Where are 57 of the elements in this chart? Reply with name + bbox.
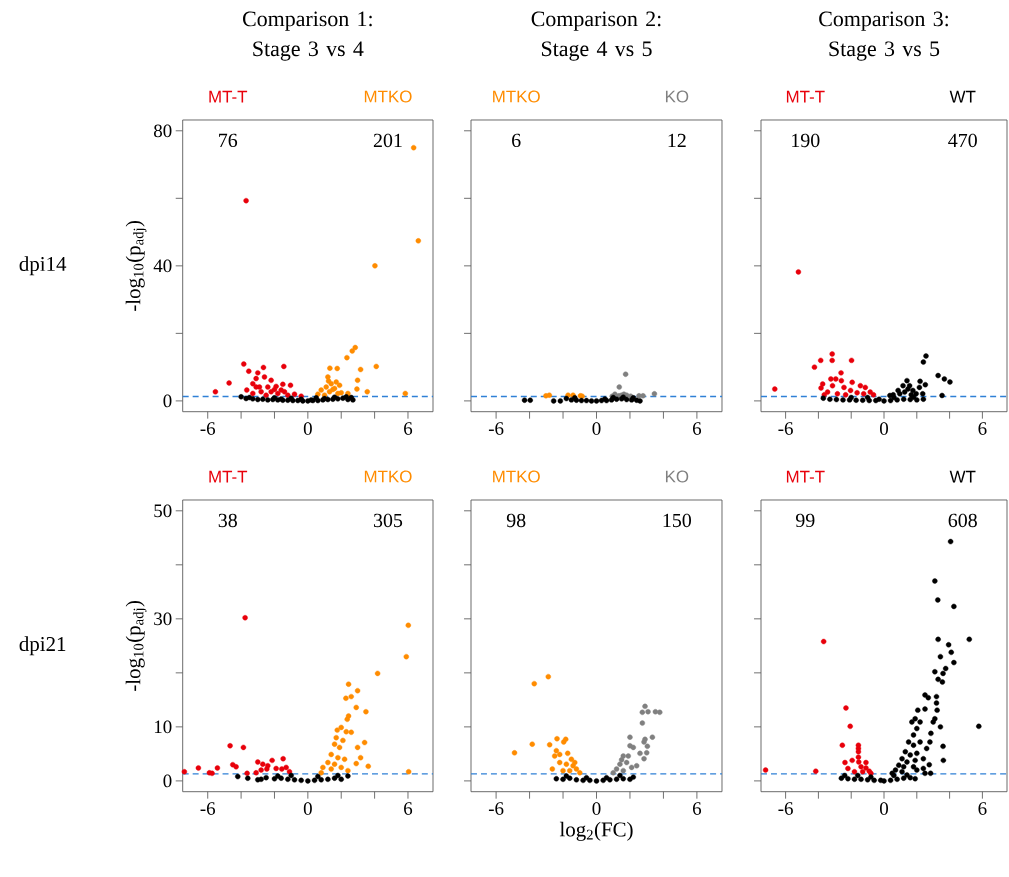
y-tick-label: 0 xyxy=(163,394,172,408)
text: KO xyxy=(665,90,689,103)
y-tick-label: 40 xyxy=(153,259,172,273)
x-tick-label: 0 xyxy=(592,802,601,815)
annotation: 150 xyxy=(663,513,691,528)
annotation: 98 xyxy=(506,513,526,528)
y-tick-label: 80 xyxy=(154,124,172,138)
y-axis-title: -log$_{10}$(p$_{adj}$) xyxy=(125,600,147,691)
x-tick-label: 0 xyxy=(303,422,312,435)
text: MT-T xyxy=(786,470,825,483)
chart-title: Comparison 2: Stage 4 vs 5 xyxy=(531,11,661,61)
y-tick-label: 0 xyxy=(163,774,172,788)
x-tick-label: -6 xyxy=(200,802,216,815)
annotation: 608 xyxy=(948,513,977,528)
y-axis-title: -log$_{10}$(p$_{adj}$) xyxy=(125,220,147,311)
text: MTKO xyxy=(493,470,540,483)
x-tick-label: 6 xyxy=(978,422,987,435)
text: MT-T xyxy=(786,90,825,103)
annotation: 99 xyxy=(795,513,815,528)
x-tick-label: -6 xyxy=(778,422,793,435)
y-tick-label: 10 xyxy=(154,720,172,734)
text: MT-T xyxy=(209,90,248,103)
x-axis-title: log$_{2}$(FC) xyxy=(559,821,633,841)
annotation: 6 xyxy=(512,133,521,148)
x-tick-label: 0 xyxy=(303,802,312,815)
y-tick-label: 30 xyxy=(154,612,172,626)
x-tick-label: -6 xyxy=(488,422,504,435)
text: MTKO xyxy=(493,90,540,103)
x-tick-label: 6 xyxy=(978,802,987,815)
annotation: 201 xyxy=(373,133,402,148)
text: MT-T xyxy=(209,470,248,483)
text: dpi14 xyxy=(19,256,67,276)
text: dpi21 xyxy=(19,636,66,656)
x-tick-label: -6 xyxy=(778,802,793,815)
y-tick-label: 50 xyxy=(154,504,172,518)
annotation: 305 xyxy=(373,513,403,528)
annotation: 76 xyxy=(219,133,238,148)
annotation: 38 xyxy=(218,513,237,528)
x-tick-label: 6 xyxy=(692,422,702,435)
x-tick-label: 6 xyxy=(692,802,702,815)
text: WT xyxy=(949,470,976,483)
x-tick-label: 0 xyxy=(592,422,601,435)
chart-title: Comparison 3: Stage 3 vs 5 xyxy=(819,11,948,61)
x-tick-label: -6 xyxy=(200,422,216,435)
x-tick-label: -6 xyxy=(488,802,504,815)
x-tick-label: 0 xyxy=(879,422,889,435)
x-tick-label: 6 xyxy=(404,802,413,815)
annotation: 190 xyxy=(792,133,820,148)
text: WT xyxy=(949,90,976,103)
annotation: 470 xyxy=(948,133,977,148)
x-tick-label: 6 xyxy=(404,422,413,435)
text: KO xyxy=(665,470,689,483)
text: MTKO xyxy=(364,90,412,103)
chart-title: Comparison 1: Stage 3 vs 4 xyxy=(243,11,372,61)
text: MTKO xyxy=(364,470,412,483)
annotation: 12 xyxy=(668,133,686,148)
x-tick-label: 0 xyxy=(879,802,889,815)
